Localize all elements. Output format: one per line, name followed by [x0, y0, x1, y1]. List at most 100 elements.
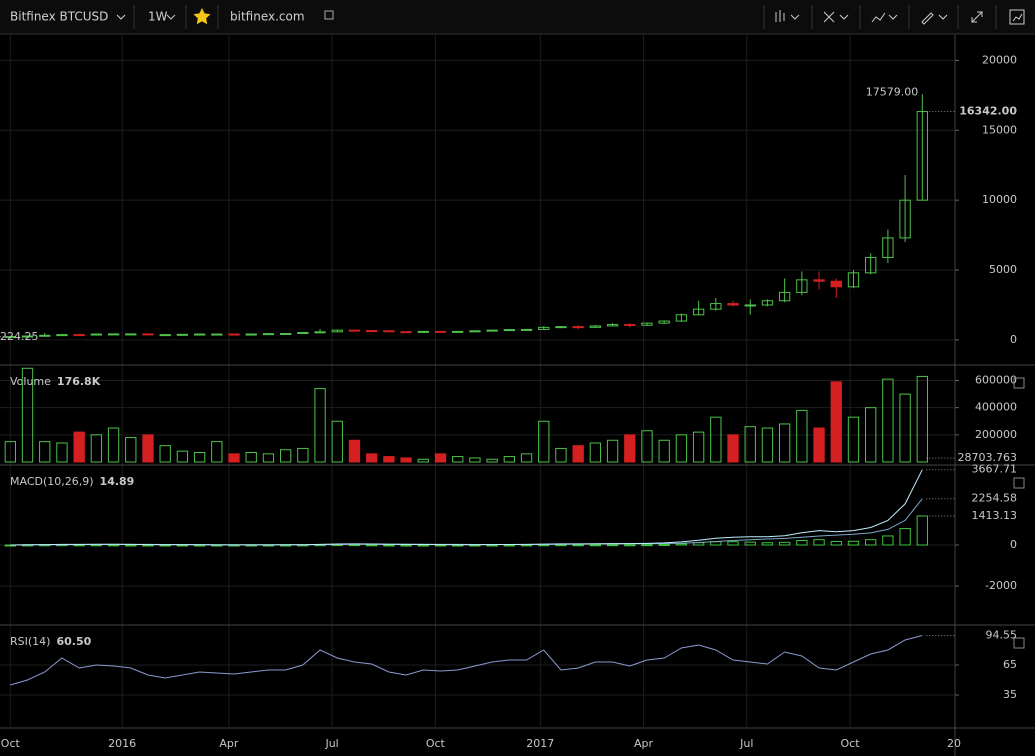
volume-bar [400, 457, 412, 463]
candle-body [348, 329, 361, 332]
snapshot-icon[interactable] [1009, 9, 1025, 25]
volume-bar [469, 457, 481, 463]
candle-body [211, 333, 223, 336]
candle-body [813, 279, 825, 282]
y-tick-label: 20000 [982, 53, 1017, 66]
macd-histogram-bar [641, 544, 653, 547]
macd-histogram-bar [434, 544, 447, 547]
chart-type-icon[interactable] [775, 10, 785, 22]
macd-histogram-bar [400, 544, 412, 547]
candle-body [297, 332, 309, 335]
x-tick-label: Jul [739, 737, 753, 750]
candle-body [899, 199, 911, 239]
volume-bar [486, 458, 498, 463]
candle-body [142, 333, 154, 336]
candle-body [228, 333, 240, 336]
candle-body [4, 336, 16, 339]
volume-bar [796, 409, 808, 463]
volume-bar [262, 453, 275, 463]
macd-histogram-bar [916, 515, 928, 546]
axis-value-label: 3667.71 [972, 463, 1018, 476]
candle-body [314, 331, 326, 334]
macd-histogram-bar [572, 544, 584, 547]
popout-icon[interactable] [324, 10, 334, 20]
close-button[interactable] [1013, 377, 1025, 389]
x-tick-label: 2017 [526, 737, 554, 750]
candle-body [469, 330, 481, 333]
y-tick-label: 0 [1010, 538, 1017, 551]
volume-bar [882, 378, 894, 463]
axis-value-label: 94.55 [986, 628, 1018, 641]
volume-bar [125, 437, 137, 463]
candle-body [331, 329, 343, 333]
macd-histogram-bar [899, 528, 911, 546]
volume-bar [710, 416, 722, 463]
price-axis [955, 35, 1035, 728]
candle-body [555, 326, 567, 329]
candle-body [572, 326, 584, 329]
candle-body [452, 330, 464, 333]
candle-body [39, 334, 51, 337]
indicators-icon[interactable] [823, 11, 835, 23]
candle-body [90, 333, 103, 336]
y-tick-label: 600000 [975, 373, 1017, 386]
interval[interactable]: 1W [148, 10, 168, 24]
volume-bar [366, 453, 378, 463]
panel-title: RSI(14) [10, 635, 50, 648]
draw-icon[interactable] [921, 12, 934, 25]
volume-bar [4, 441, 16, 463]
candle-body [865, 256, 877, 274]
volume-bar [245, 451, 257, 463]
x-tick-label: 20 [947, 737, 961, 750]
candle-body [675, 314, 688, 322]
site-link[interactable]: bitfinex.com [230, 10, 305, 24]
candle-body [710, 303, 722, 310]
candle-body [503, 329, 515, 332]
candle-body [21, 335, 34, 338]
volume-bar [744, 426, 756, 463]
candle-body [193, 333, 206, 336]
candle-body [778, 291, 791, 302]
candle-body [692, 308, 705, 316]
volume-bar [830, 381, 842, 463]
macd-histogram-bar [865, 539, 877, 546]
panel-title: MACD(10,26,9) [10, 475, 94, 488]
y-tick-label: 200000 [975, 428, 1017, 441]
volume-bar [434, 453, 447, 463]
close-button[interactable] [1013, 637, 1025, 649]
macd-histogram-bar [486, 544, 498, 547]
high-label: 17579.00 [866, 85, 919, 98]
candle-body [847, 272, 860, 288]
macd-histogram-bar [383, 544, 395, 547]
candle-body [434, 330, 447, 333]
favorite-star[interactable] [193, 8, 211, 25]
macd-histogram-bar [624, 544, 636, 547]
close-button[interactable] [1013, 477, 1025, 489]
candle-body [882, 237, 894, 258]
panel-value: 60.50 [56, 635, 91, 648]
volume-bar [778, 423, 791, 463]
candle-body [538, 326, 550, 330]
macd-histogram-bar [503, 544, 515, 547]
fullscreen-icon[interactable] [971, 11, 983, 23]
volume-bar [39, 441, 51, 463]
volume-bar [176, 450, 189, 463]
dropdown-arrow [166, 14, 176, 20]
volume-bar [73, 431, 85, 463]
y-tick-label: 10000 [982, 193, 1017, 206]
dropdown-arrow [116, 14, 126, 20]
volume-bar [56, 442, 68, 463]
x-tick-label: Oct [841, 737, 861, 750]
macd-histogram-bar [830, 541, 842, 546]
volume-bar [21, 367, 34, 463]
compare-icon[interactable] [871, 12, 886, 23]
volume-bar [142, 434, 154, 463]
symbol[interactable]: Bitfinex BTCUSD [10, 10, 108, 24]
axis-value-label: 2254.58 [972, 492, 1018, 505]
macd-histogram-bar [142, 544, 154, 547]
x-tick-label: Oct [426, 737, 446, 750]
volume-bar [658, 439, 670, 463]
volume-bar [193, 451, 206, 463]
